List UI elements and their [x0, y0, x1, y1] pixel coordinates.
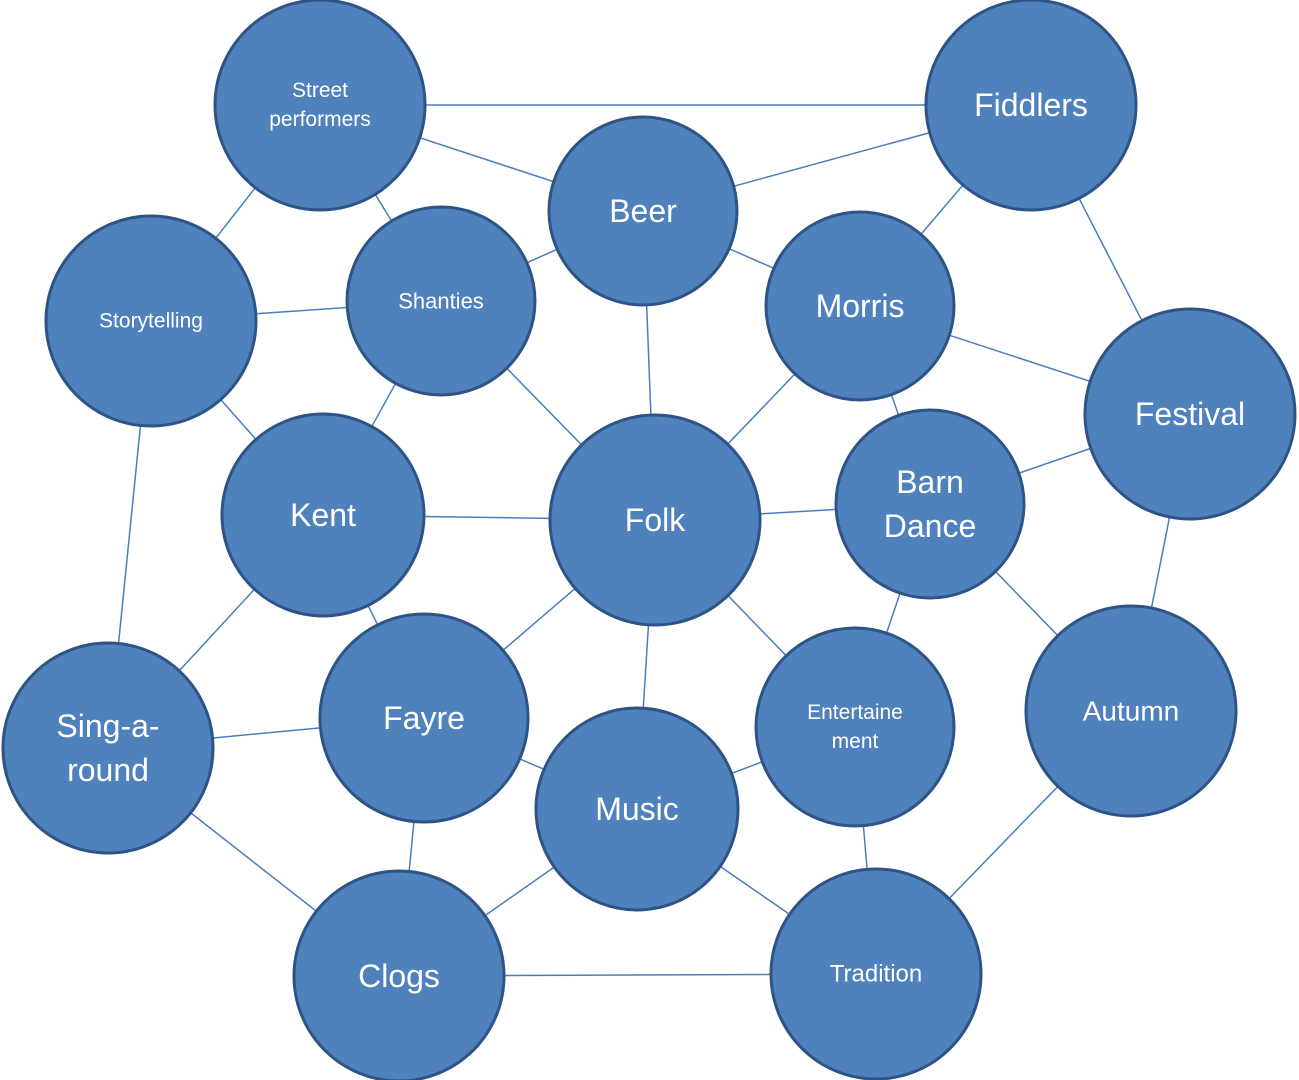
node-label-fayre: Fayre	[383, 700, 465, 736]
node-folk: Folk	[548, 413, 762, 627]
node-circle-kent	[220, 412, 426, 618]
node-circle-entertainment	[754, 626, 956, 828]
node-shanties: Shanties	[345, 205, 537, 397]
node-label-music: Music	[595, 791, 679, 827]
node-street-performers: Street performers	[213, 0, 427, 212]
node-label-tradition: Tradition	[830, 961, 922, 988]
node-tradition: Tradition	[769, 867, 983, 1080]
node-circle-morris	[764, 210, 956, 402]
node-circle-sing-a-round	[1, 641, 215, 855]
node-fiddlers: Fiddlers	[924, 0, 1138, 212]
node-label-sing-a-round: round	[67, 752, 149, 788]
node-label-folk: Folk	[625, 502, 686, 538]
node-circle-street-performers	[213, 0, 427, 212]
node-label-barn-dance: Dance	[884, 508, 977, 544]
node-label-sing-a-round: Sing-a-	[56, 708, 159, 744]
node-circle-fayre	[318, 612, 530, 824]
node-label-fiddlers: Fiddlers	[974, 87, 1088, 123]
node-label-beer: Beer	[609, 193, 677, 229]
node-circle-beer	[547, 115, 739, 307]
node-circle-music	[534, 706, 740, 912]
node-festival: Festival	[1083, 307, 1297, 521]
node-label-kent: Kent	[290, 497, 356, 533]
node-circle-folk	[548, 413, 762, 627]
node-label-storytelling: Storytelling	[99, 310, 203, 333]
node-label-autumn: Autumn	[1083, 696, 1180, 727]
node-circle-fiddlers	[924, 0, 1138, 212]
node-circle-tradition	[769, 867, 983, 1080]
node-barn-dance: Barn Dance	[834, 408, 1026, 600]
node-circle-shanties	[345, 205, 537, 397]
node-circle-festival	[1083, 307, 1297, 521]
node-circle-autumn	[1024, 604, 1238, 818]
node-label-entertainment: ment	[832, 730, 879, 753]
node-circle-barn-dance	[834, 408, 1026, 600]
node-fayre: Fayre	[318, 612, 530, 824]
node-label-barn-dance: Barn	[896, 464, 964, 500]
node-label-festival: Festival	[1135, 396, 1245, 432]
node-label-clogs: Clogs	[358, 958, 440, 994]
node-label-street-performers: performers	[269, 108, 371, 131]
node-label-morris: Morris	[816, 288, 905, 324]
node-morris: Morris	[764, 210, 956, 402]
node-autumn: Autumn	[1024, 604, 1238, 818]
node-kent: Kent	[220, 412, 426, 618]
node-label-shanties: Shanties	[398, 289, 484, 314]
node-clogs: Clogs	[292, 869, 506, 1080]
node-entertainment: Entertaine ment	[754, 626, 956, 828]
node-beer: Beer	[547, 115, 739, 307]
node-music: Music	[534, 706, 740, 912]
node-circle-storytelling	[44, 214, 258, 428]
node-label-entertainment: Entertaine	[807, 701, 903, 724]
node-sing-a-round: Sing-a-round	[1, 641, 215, 855]
node-storytelling: Storytelling	[44, 214, 258, 428]
node-circle-clogs	[292, 869, 506, 1080]
node-label-street-performers: Street	[292, 79, 348, 102]
